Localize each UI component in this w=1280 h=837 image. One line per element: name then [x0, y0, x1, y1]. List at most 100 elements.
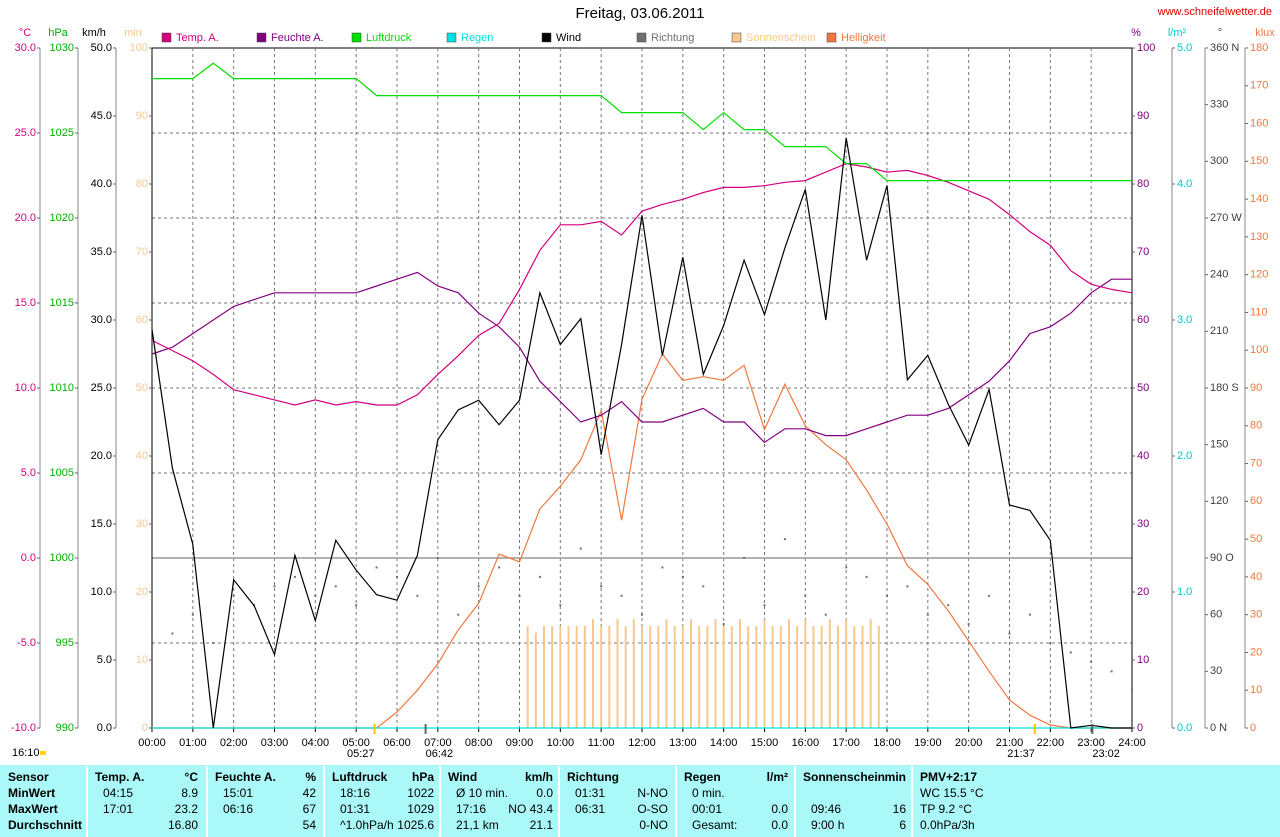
- y-tick-label: 90: [1250, 382, 1262, 394]
- direction-dot: [1110, 670, 1113, 673]
- legend-label: Richtung: [651, 32, 694, 44]
- annotation-label: 05:27: [347, 748, 375, 760]
- cell: 0-NO: [639, 818, 668, 832]
- y-tick-label: 240: [1210, 269, 1228, 281]
- cell: 23.2: [175, 802, 199, 816]
- y-tick-label: 140: [1250, 193, 1268, 205]
- cell: 42: [303, 786, 317, 800]
- x-tick-label: 21:00: [996, 737, 1024, 749]
- direction-dot: [865, 575, 868, 578]
- column-unit: km/h: [525, 770, 553, 784]
- cell: 1022: [407, 786, 434, 800]
- y-tick-label: 10.0: [15, 382, 36, 394]
- column-title: Temp. A.: [95, 770, 144, 784]
- cell: 01:31: [575, 786, 605, 800]
- column-title: Wind: [448, 770, 477, 784]
- sunshine-bar: [583, 626, 586, 728]
- y-tick-label: 5.0: [97, 654, 112, 666]
- cell: 0.0hPa/3h: [920, 818, 975, 832]
- y-tick-label: 25.0: [91, 382, 112, 394]
- annotation-label: 21:37: [1007, 748, 1035, 760]
- y-tick-label: 25.0: [15, 127, 36, 139]
- y-tick-label: 1030: [50, 42, 74, 54]
- y-tick-label: 60: [1250, 495, 1262, 507]
- y-tick-label: 150: [1210, 439, 1228, 451]
- column-title: Regen: [684, 770, 721, 784]
- cell: 1025.6: [397, 818, 434, 832]
- direction-dot: [743, 557, 746, 559]
- cell: Gesamt:: [692, 818, 737, 832]
- y-tick-label: 1025: [50, 127, 74, 139]
- series-line: [152, 62, 1132, 182]
- y-tick-label: 60: [136, 314, 148, 326]
- cell: 0.0: [771, 802, 788, 816]
- cell: 54: [303, 818, 317, 832]
- y-tick-label: 30: [1250, 609, 1262, 621]
- direction-dot: [1090, 660, 1093, 663]
- cell: 0 min.: [692, 786, 725, 800]
- y-tick-label: 30: [136, 518, 148, 530]
- y-tick-label: 0.0: [1177, 722, 1192, 734]
- y-tick-label: 10: [1137, 654, 1149, 666]
- sunshine-bar: [739, 619, 741, 728]
- direction-dot: [375, 566, 378, 569]
- sunshine-bar: [837, 626, 839, 728]
- sunshine-bar: [608, 626, 611, 728]
- axis-unit: hPa: [48, 27, 68, 39]
- legend-swatch: [826, 32, 837, 43]
- direction-dot: [171, 632, 174, 635]
- y-tick-label: 10.0: [91, 586, 112, 598]
- direction-dot: [232, 594, 235, 597]
- y-tick-label: 120: [1210, 495, 1228, 507]
- y-tick-label: -10.0: [11, 722, 36, 734]
- sunshine-bar: [820, 626, 823, 728]
- y-tick-label: 50: [1137, 382, 1149, 394]
- x-tick-label: 07:00: [424, 737, 452, 749]
- cell: NO 43.4: [508, 802, 553, 816]
- sunshine-bar: [575, 626, 578, 728]
- stats-background: [0, 765, 1280, 837]
- x-tick-label: 19:00: [914, 737, 942, 749]
- y-tick-label: 1010: [50, 382, 74, 394]
- direction-dot: [600, 585, 603, 588]
- direction-dot: [641, 613, 643, 616]
- y-tick-label: 150: [1250, 155, 1268, 167]
- x-tick-label: 00:00: [138, 737, 166, 749]
- y-tick-label: -5.0: [17, 637, 36, 649]
- y-tick-label: 2.0: [1177, 450, 1192, 462]
- x-tick-label: 16:00: [792, 737, 820, 749]
- direction-dot: [293, 575, 296, 578]
- x-tick-label: 23:00: [1077, 737, 1105, 749]
- sunshine-bar: [812, 626, 815, 728]
- sunshine-bar: [543, 626, 545, 728]
- cell: 06:16: [223, 802, 253, 816]
- source: www.schneifelwetter.de: [1157, 6, 1272, 18]
- y-tick-label: 1000: [50, 552, 74, 564]
- legend-swatch: [731, 32, 742, 43]
- x-tick-label: 18:00: [873, 737, 901, 749]
- cell: 1029: [407, 802, 434, 816]
- cell: 21.1: [530, 818, 554, 832]
- column-title: Richtung: [567, 770, 619, 784]
- y-tick-label: 5.0: [1177, 42, 1192, 54]
- direction-dot: [498, 566, 501, 569]
- y-tick-label: 130: [1250, 231, 1268, 243]
- cell: 9:00 h: [811, 818, 844, 832]
- row-name: MinWert: [8, 786, 55, 800]
- y-tick-label: 0: [1137, 722, 1143, 734]
- cell: 17:16: [456, 802, 486, 816]
- column-unit: %: [305, 770, 316, 784]
- direction-dot: [191, 613, 194, 616]
- cell: 06:31: [575, 802, 605, 816]
- annotation-label: 06:42: [426, 748, 454, 760]
- y-tick-label: 60: [1210, 609, 1222, 621]
- y-tick-label: 10: [1250, 684, 1262, 696]
- y-tick-label: 170: [1250, 80, 1268, 92]
- y-tick-label: 3.0: [1177, 314, 1192, 326]
- sunshine-bar: [706, 626, 709, 728]
- cell: N-NO: [637, 786, 668, 800]
- cell: 04:15: [103, 786, 133, 800]
- chart-title: Freitag, 03.06.2011: [576, 5, 705, 22]
- direction-dot: [1069, 651, 1072, 654]
- sunshine-bar: [567, 626, 570, 728]
